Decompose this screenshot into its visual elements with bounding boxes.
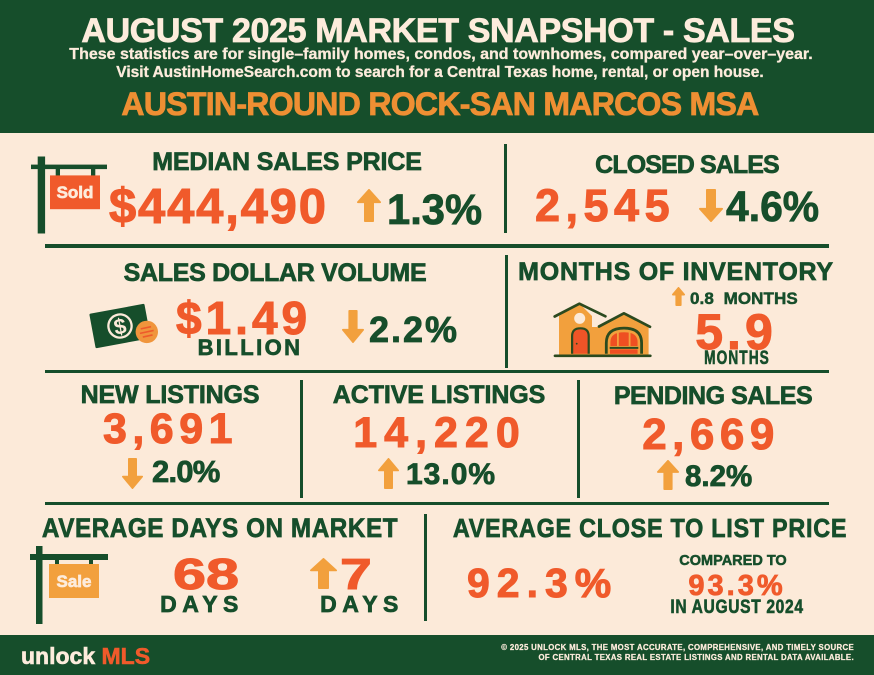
svg-text:Sold: Sold (57, 183, 94, 202)
svg-text:Sale: Sale (57, 572, 92, 591)
svg-text:$: $ (112, 313, 129, 340)
